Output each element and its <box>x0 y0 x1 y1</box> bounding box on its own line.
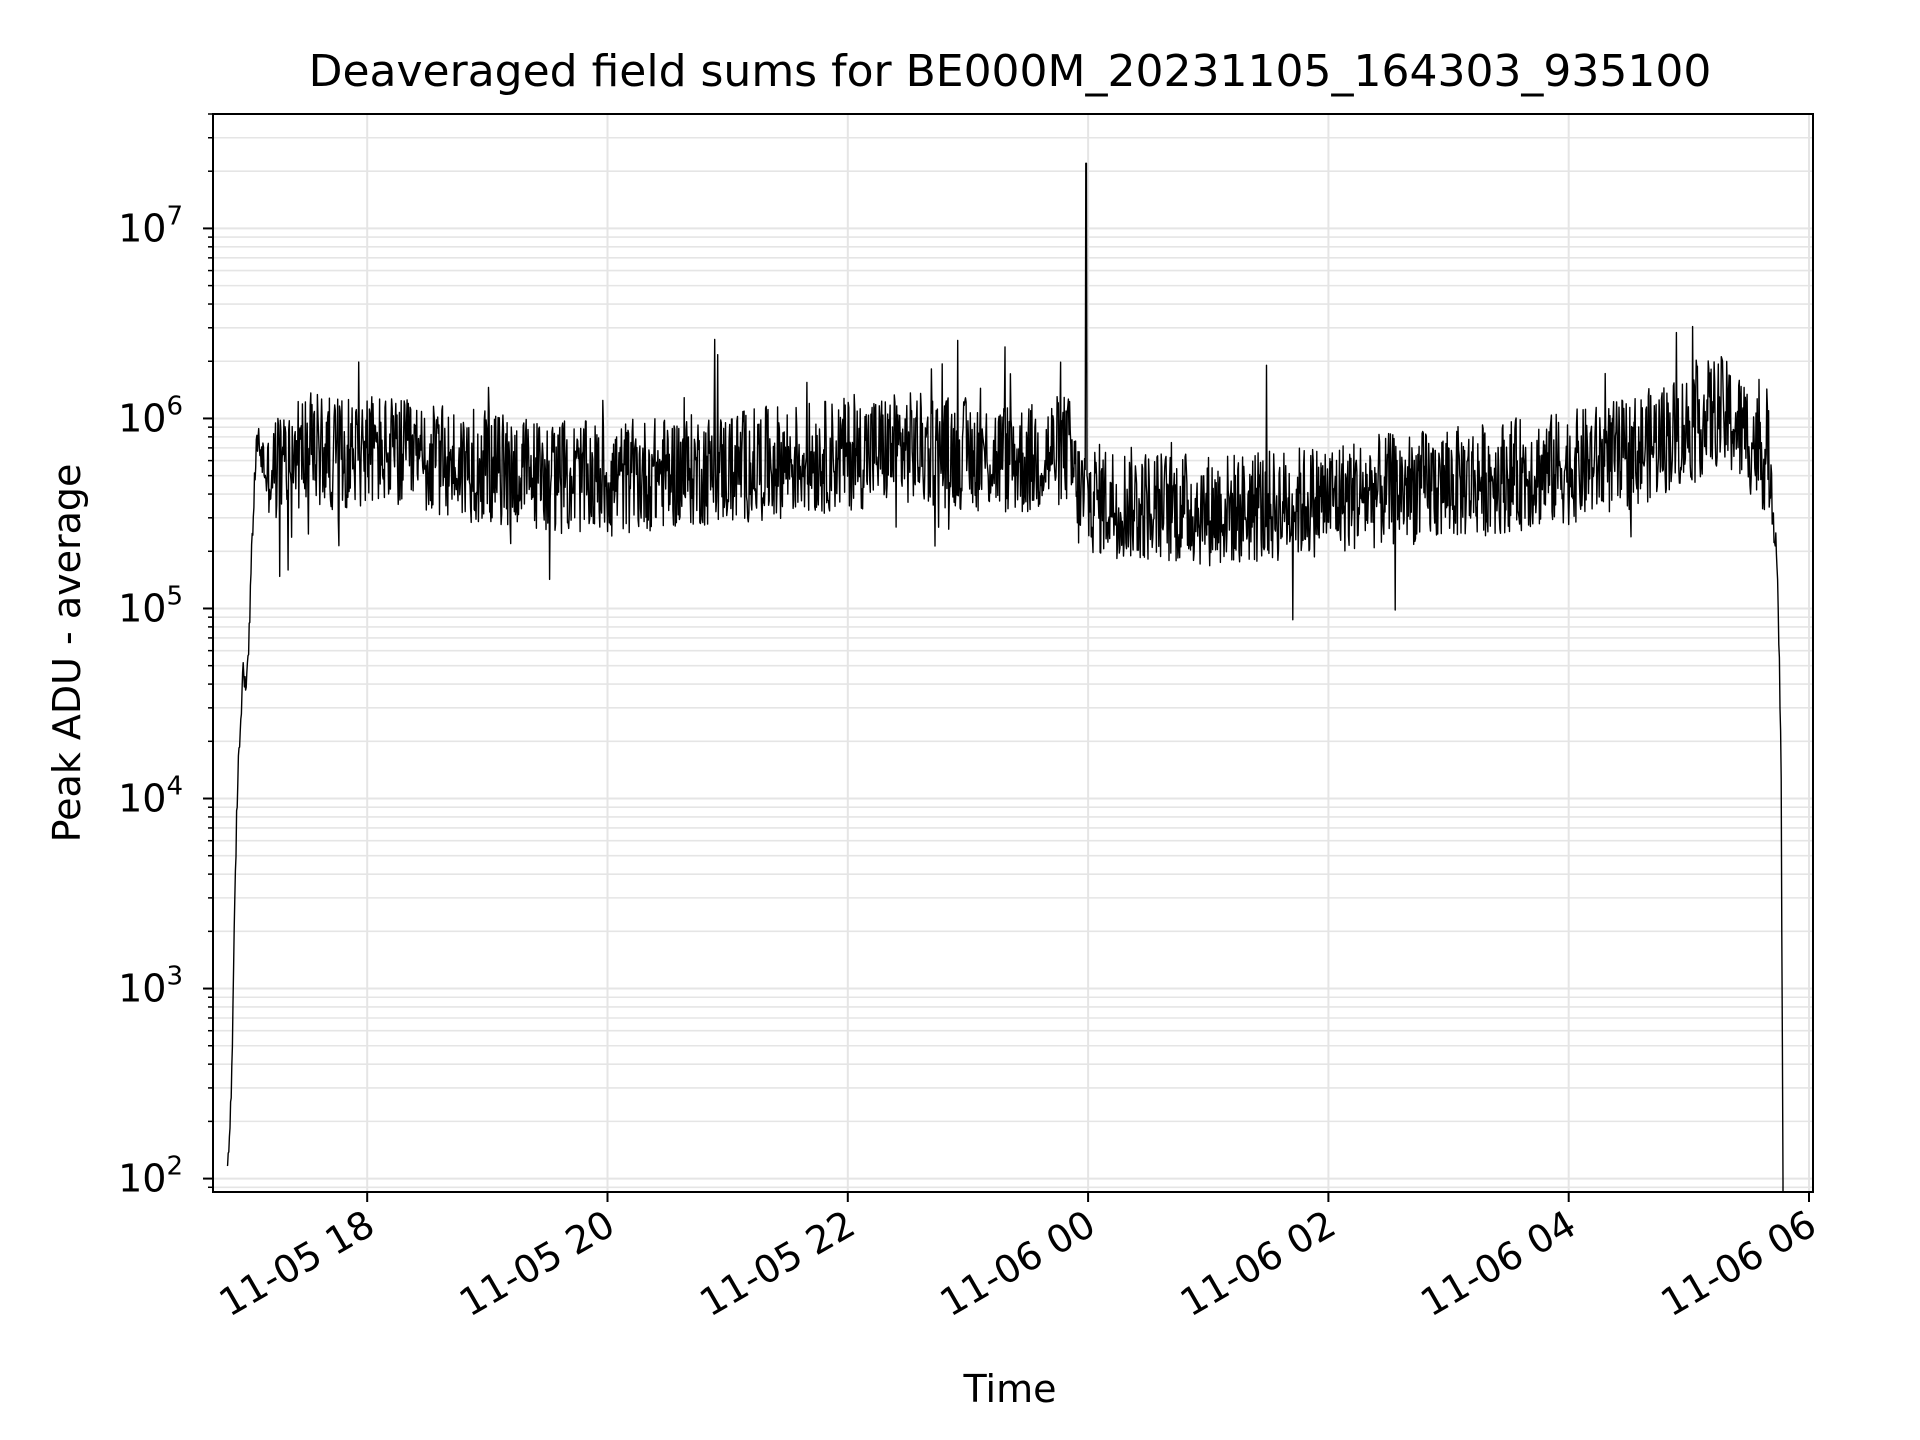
y-tick-exponent: 5 <box>166 581 183 611</box>
y-tick-exponent: 6 <box>166 391 183 421</box>
y-tick-exponent: 3 <box>166 962 183 992</box>
y-tick-base: 10 <box>118 586 166 630</box>
plot-frame <box>212 113 1814 1193</box>
series-line <box>226 162 1784 1192</box>
y-axis-label: Peak ADU - average <box>45 464 89 843</box>
y-tick-exponent: 4 <box>166 772 183 802</box>
y-tick-label: 106 <box>118 391 183 440</box>
y-tick-base: 10 <box>118 206 166 250</box>
y-tick-exponent: 7 <box>166 201 183 231</box>
y-tick-base: 10 <box>118 777 166 821</box>
chart-title: Deaveraged field sums for BE000M_2023110… <box>309 46 1712 97</box>
y-tick-label: 105 <box>118 581 183 630</box>
x-axis-label: Time <box>963 1367 1057 1411</box>
y-tick-label: 107 <box>118 201 183 250</box>
y-tick-exponent: 2 <box>166 1152 183 1182</box>
y-tick-label: 103 <box>118 962 183 1011</box>
y-tick-base: 10 <box>118 967 166 1011</box>
y-tick-label: 104 <box>118 772 183 821</box>
y-tick-label: 102 <box>118 1152 183 1201</box>
plot-area <box>213 114 1813 1192</box>
y-tick-base: 10 <box>118 396 166 440</box>
series <box>226 162 1784 1192</box>
y-tick-base: 10 <box>118 1157 166 1201</box>
